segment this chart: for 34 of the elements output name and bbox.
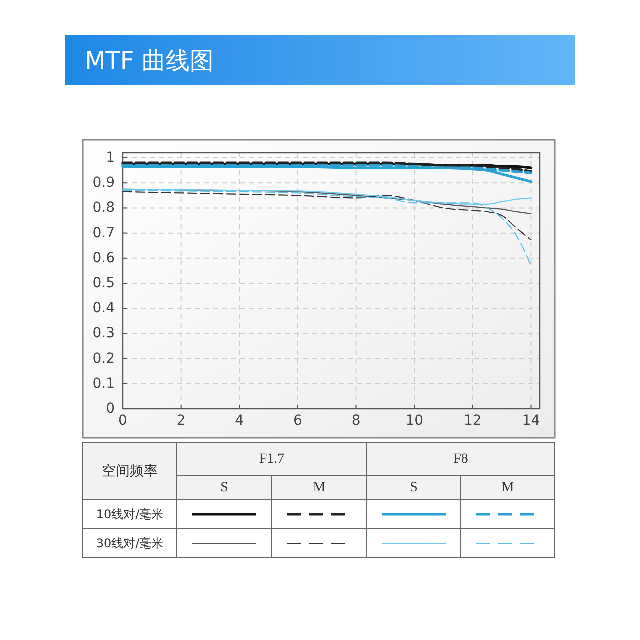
line-series	[122, 191, 532, 241]
y-tick-label: 0.2	[92, 350, 115, 367]
line-series	[122, 188, 532, 205]
x-tick-label: 8	[352, 413, 361, 429]
x-tick-label: 14	[522, 413, 540, 429]
x-tick-label: 4	[235, 413, 244, 429]
text: M	[313, 480, 326, 496]
y-tick-label: 0.4	[92, 300, 116, 317]
text: 10线对/毫米	[96, 508, 164, 522]
y-tick-label: 0.3	[92, 326, 115, 342]
y-tick-label: 0.1	[92, 376, 115, 392]
y-tick-label: 0.5	[92, 276, 115, 292]
y-tick-label: 0.9	[92, 175, 115, 192]
line-series	[122, 190, 532, 266]
x-tick-label: 0	[118, 413, 128, 429]
y-tick-label: 1	[106, 150, 115, 166]
x-tick-label: 10	[406, 413, 424, 429]
chart-title: MTF 曲线图	[85, 47, 214, 75]
x-tick-label: 6	[294, 413, 303, 429]
text: M	[502, 480, 515, 496]
text: F8	[454, 452, 468, 467]
x-tick-label: 12	[464, 413, 482, 429]
y-tick-label: 0.6	[92, 250, 116, 266]
line-series	[122, 166, 533, 184]
text: S	[410, 480, 418, 496]
line-series	[122, 162, 533, 174]
text: F1.7	[259, 452, 285, 467]
text: S	[220, 480, 228, 496]
x-tick-label: 2	[176, 413, 186, 429]
text: 30线对/毫米	[96, 536, 164, 550]
text: 空间频率	[102, 464, 158, 480]
y-tick-label: 0.8	[92, 200, 115, 216]
y-tick-label: 0	[106, 401, 115, 417]
y-tick-label: 0.7	[92, 225, 115, 242]
